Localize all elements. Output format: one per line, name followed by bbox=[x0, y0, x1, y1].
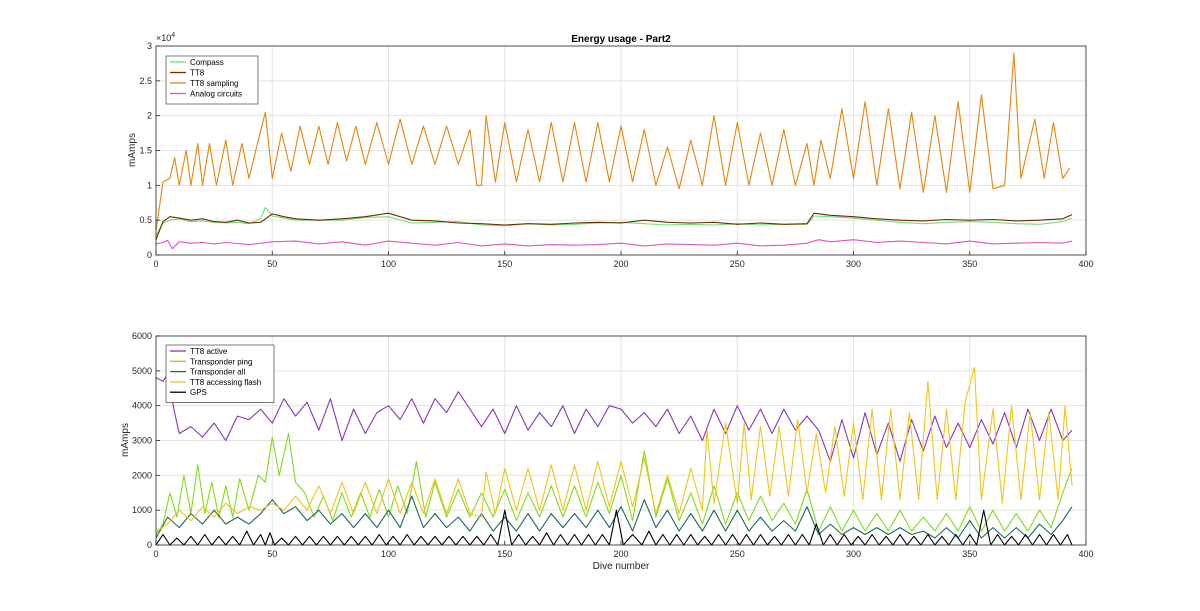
top-y-exponent-label: ×104 bbox=[156, 32, 175, 43]
top-y-tick-label: 0 bbox=[147, 250, 152, 260]
top-y-tick-label: 2.5 bbox=[139, 76, 152, 86]
bottom-y-tick-label: 3000 bbox=[132, 436, 152, 446]
bottom-x-tick-label: 250 bbox=[730, 549, 745, 559]
legend-label-analog-circuits: Analog circuits bbox=[190, 90, 242, 99]
series-line-tt8-sampling bbox=[155, 52, 1071, 231]
top-y-tick-label: 0.5 bbox=[139, 215, 152, 225]
series-line-tt8-accessing-flash bbox=[155, 366, 1073, 532]
bottom-chart-panel: 0 50 100 150 200 250 300 350 4000100020003000400… bbox=[120, 331, 1094, 572]
chart-title: Energy usage - Part2 bbox=[571, 34, 671, 45]
exponent-power: 4 bbox=[171, 32, 175, 39]
x-axis-label: Dive number bbox=[593, 561, 650, 572]
exponent-base: ×10 bbox=[156, 33, 171, 43]
bottom-y-tick-label: 2000 bbox=[132, 470, 152, 480]
top-legend-box bbox=[165, 55, 259, 105]
bottom-x-tick-label: 200 bbox=[613, 549, 628, 559]
series-line-tt8-active bbox=[155, 373, 1073, 462]
bottom-x-tick-label: 300 bbox=[846, 549, 861, 559]
legend-label-gps: GPS bbox=[190, 388, 207, 397]
bottom-y-axis-label: mAmps bbox=[120, 423, 131, 457]
bottom-y-tick-label: 1000 bbox=[132, 505, 152, 515]
top-x-tick-label: 250 bbox=[730, 259, 745, 269]
top-ticks: 0 50 100 150 200 250 300 350 400 0 0.5 1 1.5 2 2.5 3 bbox=[139, 41, 1093, 269]
legend-label-transponder-all: Transponder all bbox=[190, 368, 246, 377]
bottom-x-tick-label: 50 bbox=[267, 549, 277, 559]
top-x-tick-label: 400 bbox=[1078, 259, 1093, 269]
top-x-tick-label: 0 bbox=[153, 259, 158, 269]
series-line-tt8 bbox=[155, 212, 1073, 240]
top-x-tick-label: 200 bbox=[613, 259, 628, 269]
bottom-x-tick-label: 100 bbox=[381, 549, 396, 559]
bottom-y-tick-label: 0 bbox=[147, 540, 152, 550]
top-series bbox=[155, 52, 1073, 250]
top-y-axis-label: mAmps bbox=[127, 133, 138, 167]
series-line-transponder-ping bbox=[155, 432, 1073, 535]
top-chart-panel: 0 50 100 150 200 250 300 350 400 0 0.5 1 1.5 2 2.5 3 En… bbox=[127, 32, 1094, 269]
top-y-tick-label: 1.5 bbox=[139, 146, 152, 156]
top-x-tick-label: 300 bbox=[846, 259, 861, 269]
bottom-x-tick-label: 0 bbox=[153, 549, 158, 559]
bottom-y-tick-label: 6000 bbox=[132, 331, 152, 341]
top-x-tick-label: 100 bbox=[381, 259, 396, 269]
legend-label-transponder-ping: Transponder ping bbox=[190, 357, 252, 366]
bottom-y-tick-label: 4000 bbox=[132, 401, 152, 411]
bottom-y-tick-label: 5000 bbox=[132, 366, 152, 376]
legend-label-compass: Compass bbox=[190, 58, 224, 67]
bottom-ticks: 0 50 100 150 200 250 300 350 4000100020003000400… bbox=[132, 331, 1094, 559]
top-y-tick-label: 2 bbox=[147, 111, 152, 121]
legend-label-tt8-sampling: TT8 sampling bbox=[190, 79, 238, 88]
top-y-tick-label: 1 bbox=[147, 180, 152, 190]
legend-label-tt8: TT8 bbox=[190, 69, 205, 78]
top-x-tick-label: 150 bbox=[497, 259, 512, 269]
series-line-analog-circuits bbox=[155, 239, 1073, 250]
top-x-tick-label: 50 bbox=[267, 259, 277, 269]
bottom-x-tick-label: 150 bbox=[497, 549, 512, 559]
top-y-tick-label: 3 bbox=[147, 41, 152, 51]
bottom-x-tick-label: 400 bbox=[1078, 549, 1093, 559]
bottom-x-tick-label: 350 bbox=[962, 549, 977, 559]
legend-label-tt8-active: TT8 active bbox=[190, 347, 228, 356]
legend-label-tt8-accessing-flash: TT8 accessing flash bbox=[190, 378, 261, 387]
top-x-tick-label: 350 bbox=[962, 259, 977, 269]
bottom-legend-box bbox=[165, 344, 275, 403]
